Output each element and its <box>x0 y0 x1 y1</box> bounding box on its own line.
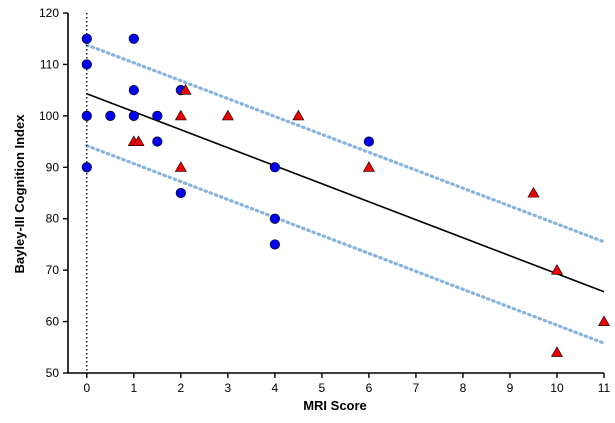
x-tick-label: 8 <box>460 381 467 395</box>
circle-point <box>175 187 186 199</box>
upper-band-line <box>85 43 606 244</box>
circle-point <box>269 239 280 250</box>
circle-point <box>81 33 92 44</box>
triangle-point <box>292 109 305 121</box>
triangle-point <box>179 84 192 95</box>
y-tick-label: 50 <box>46 366 60 380</box>
circle-point <box>152 136 163 147</box>
y-tick-label: 120 <box>39 6 59 20</box>
triangle-point <box>174 109 187 121</box>
y-tick-label: 80 <box>46 212 60 226</box>
triangle-point <box>597 315 611 326</box>
triangle-point <box>362 161 375 172</box>
y-tick-label: 60 <box>46 315 60 329</box>
x-tick-label: 10 <box>550 381 564 395</box>
circle-point <box>128 85 139 96</box>
x-tick-label: 4 <box>272 381 279 395</box>
x-axis-title: MRI Score <box>303 398 367 413</box>
circle-point <box>105 110 116 121</box>
circle-point <box>363 136 375 147</box>
circle-point <box>128 110 139 121</box>
circle-point <box>81 162 92 173</box>
x-tick-label: 1 <box>130 381 137 395</box>
triangle-point <box>132 135 145 146</box>
triangle-point <box>550 264 563 275</box>
x-tick-label: 9 <box>507 381 514 395</box>
x-tick-label: 6 <box>366 381 373 395</box>
y-axis-title: Bayley-III Cognition Index <box>12 114 27 274</box>
x-tick-label: 3 <box>225 381 232 395</box>
y-tick-label: 90 <box>46 160 60 174</box>
triangle-point <box>550 346 563 357</box>
axis-ticks: 0 1 2 3 4 5 6 7 8 9 10 11 50 60 70 80 90 100 110 120 <box>39 6 611 395</box>
x-tick-label: 0 <box>83 381 90 395</box>
circle-point <box>81 59 92 70</box>
x-tick-label: 7 <box>413 381 420 395</box>
circle-point <box>128 33 139 44</box>
triangle-point <box>221 109 234 121</box>
axes <box>67 13 604 374</box>
circle-point <box>269 213 280 224</box>
x-tick-label: 5 <box>319 381 326 395</box>
confidence-bands <box>85 43 606 345</box>
fit-line-layer <box>86 92 605 293</box>
circle-point <box>152 110 163 121</box>
y-tick-label: 70 <box>46 263 60 277</box>
data-points <box>81 33 611 357</box>
triangle-point <box>527 186 540 198</box>
regression-line <box>86 92 605 293</box>
x-tick-label: 2 <box>177 381 184 395</box>
triangle-point <box>174 161 187 172</box>
circle-point <box>269 162 280 173</box>
lower-band-line <box>85 144 606 345</box>
x-tick-label: 11 <box>598 381 611 395</box>
y-tick-label: 100 <box>39 109 59 123</box>
circle-point <box>81 110 92 121</box>
y-tick-label: 110 <box>40 57 59 71</box>
